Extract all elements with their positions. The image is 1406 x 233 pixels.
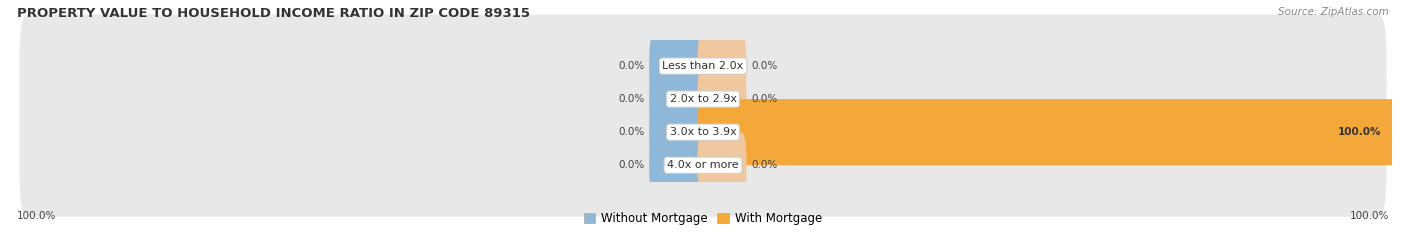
FancyBboxPatch shape: [697, 132, 747, 198]
FancyBboxPatch shape: [20, 114, 1386, 217]
Text: 100.0%: 100.0%: [17, 211, 56, 221]
FancyBboxPatch shape: [650, 33, 709, 99]
Text: 2.0x to 2.9x: 2.0x to 2.9x: [669, 94, 737, 104]
Text: 0.0%: 0.0%: [619, 94, 644, 104]
Text: Source: ZipAtlas.com: Source: ZipAtlas.com: [1278, 7, 1389, 17]
Text: 0.0%: 0.0%: [751, 94, 778, 104]
FancyBboxPatch shape: [697, 99, 1398, 165]
Text: 0.0%: 0.0%: [619, 160, 644, 170]
Text: Less than 2.0x: Less than 2.0x: [662, 61, 744, 71]
FancyBboxPatch shape: [650, 132, 709, 198]
Legend: Without Mortgage, With Mortgage: Without Mortgage, With Mortgage: [579, 207, 827, 230]
Text: 0.0%: 0.0%: [751, 160, 778, 170]
FancyBboxPatch shape: [697, 66, 747, 132]
Text: 3.0x to 3.9x: 3.0x to 3.9x: [669, 127, 737, 137]
Text: 100.0%: 100.0%: [1350, 211, 1389, 221]
FancyBboxPatch shape: [697, 33, 747, 99]
Text: 0.0%: 0.0%: [751, 61, 778, 71]
Text: 0.0%: 0.0%: [619, 127, 644, 137]
Text: 4.0x or more: 4.0x or more: [668, 160, 738, 170]
Text: 100.0%: 100.0%: [1339, 127, 1382, 137]
Text: 0.0%: 0.0%: [619, 61, 644, 71]
Text: PROPERTY VALUE TO HOUSEHOLD INCOME RATIO IN ZIP CODE 89315: PROPERTY VALUE TO HOUSEHOLD INCOME RATIO…: [17, 7, 530, 20]
FancyBboxPatch shape: [20, 81, 1386, 184]
FancyBboxPatch shape: [20, 48, 1386, 151]
FancyBboxPatch shape: [650, 66, 709, 132]
FancyBboxPatch shape: [20, 14, 1386, 118]
FancyBboxPatch shape: [650, 99, 709, 165]
